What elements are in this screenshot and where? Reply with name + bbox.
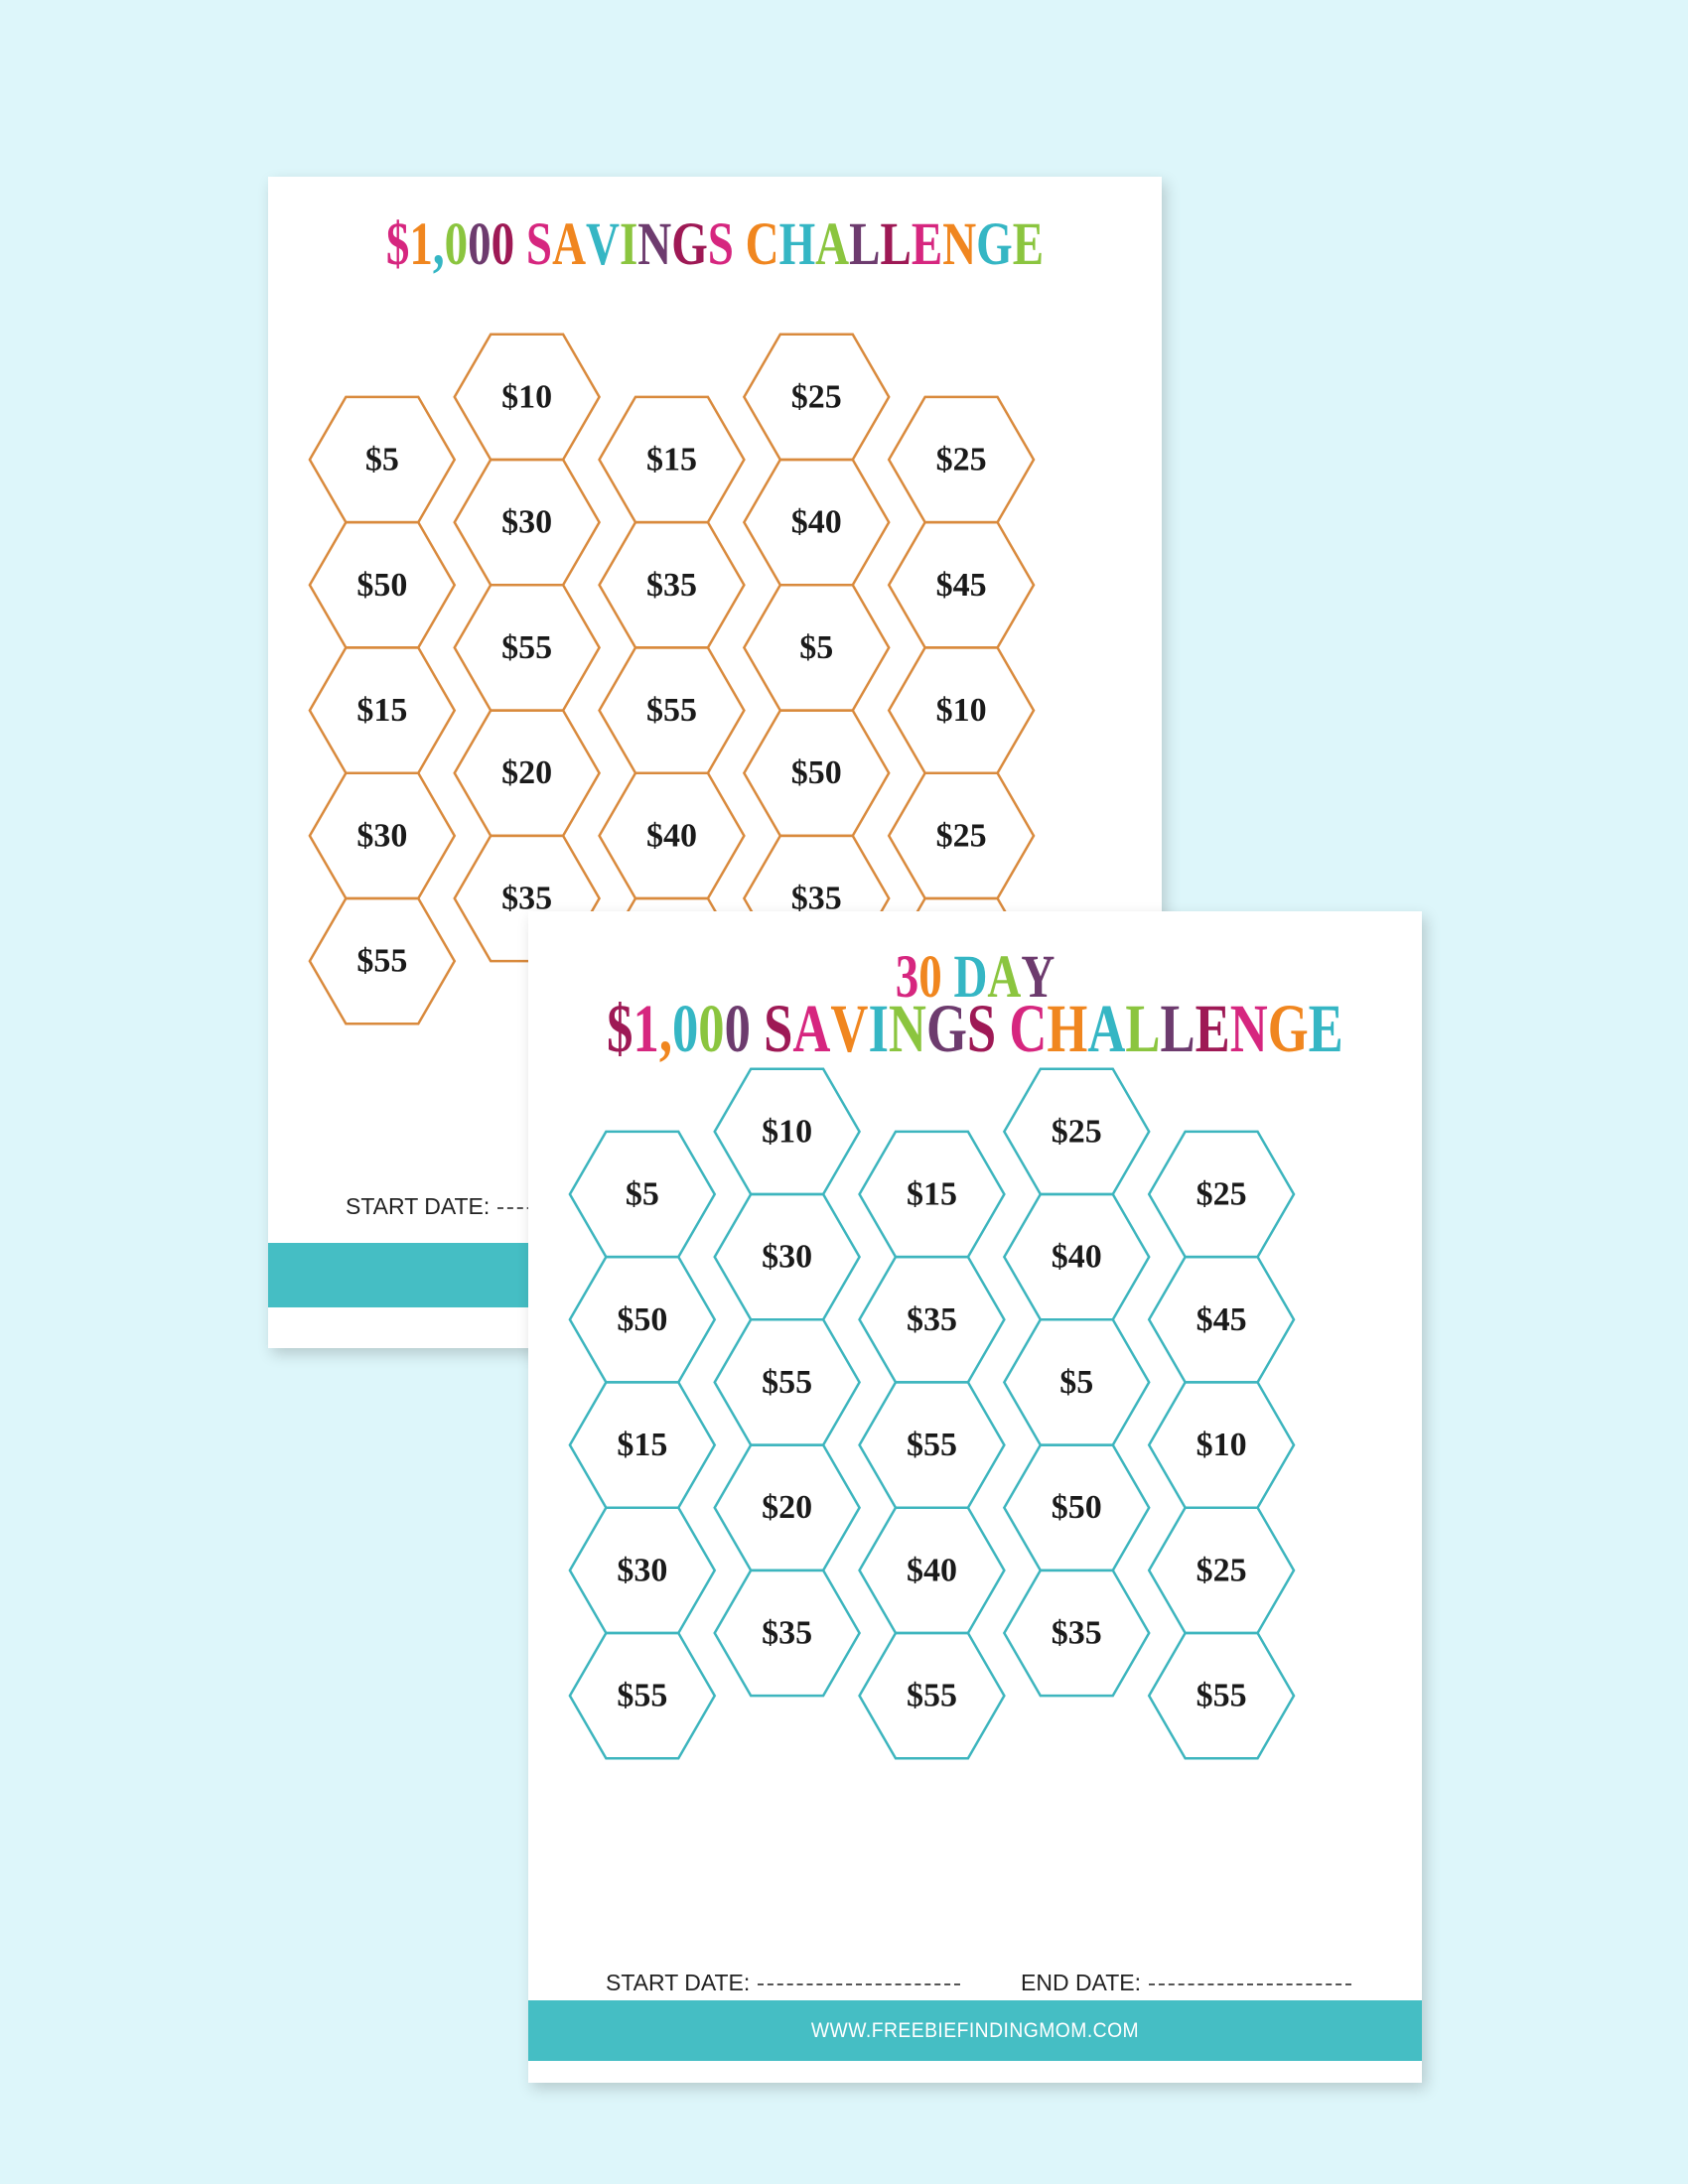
svg-text:$10: $10 bbox=[936, 692, 987, 729]
svg-text:$40: $40 bbox=[907, 1552, 957, 1588]
svg-text:$50: $50 bbox=[791, 754, 842, 791]
svg-text:$55: $55 bbox=[907, 1678, 957, 1714]
svg-text:$30: $30 bbox=[617, 1552, 667, 1588]
svg-text:$5: $5 bbox=[365, 442, 399, 478]
svg-text:$55: $55 bbox=[501, 629, 552, 666]
svg-text:$25: $25 bbox=[1196, 1552, 1247, 1588]
svg-text:$10: $10 bbox=[501, 378, 552, 415]
svg-text:$35: $35 bbox=[646, 567, 697, 604]
svg-text:$55: $55 bbox=[1196, 1678, 1247, 1714]
svg-text:$35: $35 bbox=[907, 1301, 957, 1338]
svg-text:$15: $15 bbox=[617, 1427, 667, 1463]
svg-text:$45: $45 bbox=[1196, 1301, 1247, 1338]
svg-text:$55: $55 bbox=[907, 1427, 957, 1463]
svg-text:$50: $50 bbox=[617, 1301, 667, 1338]
svg-text:$45: $45 bbox=[936, 567, 987, 604]
svg-text:$30: $30 bbox=[501, 504, 552, 541]
svg-text:$20: $20 bbox=[501, 754, 552, 791]
svg-text:$25: $25 bbox=[791, 378, 842, 415]
svg-text:$30: $30 bbox=[762, 1239, 812, 1276]
svg-text:$50: $50 bbox=[356, 567, 407, 604]
svg-text:$5: $5 bbox=[1059, 1364, 1093, 1401]
svg-text:$55: $55 bbox=[617, 1678, 667, 1714]
svg-text:$5: $5 bbox=[799, 629, 833, 666]
svg-text:$10: $10 bbox=[1196, 1427, 1247, 1463]
svg-text:$20: $20 bbox=[762, 1489, 812, 1526]
svg-text:$55: $55 bbox=[356, 943, 407, 980]
svg-text:$30: $30 bbox=[356, 817, 407, 854]
svg-text:$25: $25 bbox=[936, 817, 987, 854]
svg-text:$15: $15 bbox=[356, 692, 407, 729]
svg-text:$5: $5 bbox=[626, 1176, 659, 1213]
svg-text:$55: $55 bbox=[646, 692, 697, 729]
svg-text:$55: $55 bbox=[762, 1364, 812, 1401]
svg-text:$40: $40 bbox=[646, 817, 697, 854]
svg-text:$40: $40 bbox=[1052, 1239, 1102, 1276]
svg-text:$35: $35 bbox=[762, 1614, 812, 1651]
svg-text:$15: $15 bbox=[907, 1176, 957, 1213]
svg-text:$15: $15 bbox=[646, 442, 697, 478]
svg-text:$25: $25 bbox=[1052, 1113, 1102, 1150]
svg-text:$25: $25 bbox=[936, 442, 987, 478]
svg-text:$40: $40 bbox=[791, 504, 842, 541]
svg-text:$50: $50 bbox=[1052, 1489, 1102, 1526]
svg-text:$25: $25 bbox=[1196, 1176, 1247, 1213]
svg-text:$10: $10 bbox=[762, 1113, 812, 1150]
svg-text:$35: $35 bbox=[1052, 1614, 1102, 1651]
